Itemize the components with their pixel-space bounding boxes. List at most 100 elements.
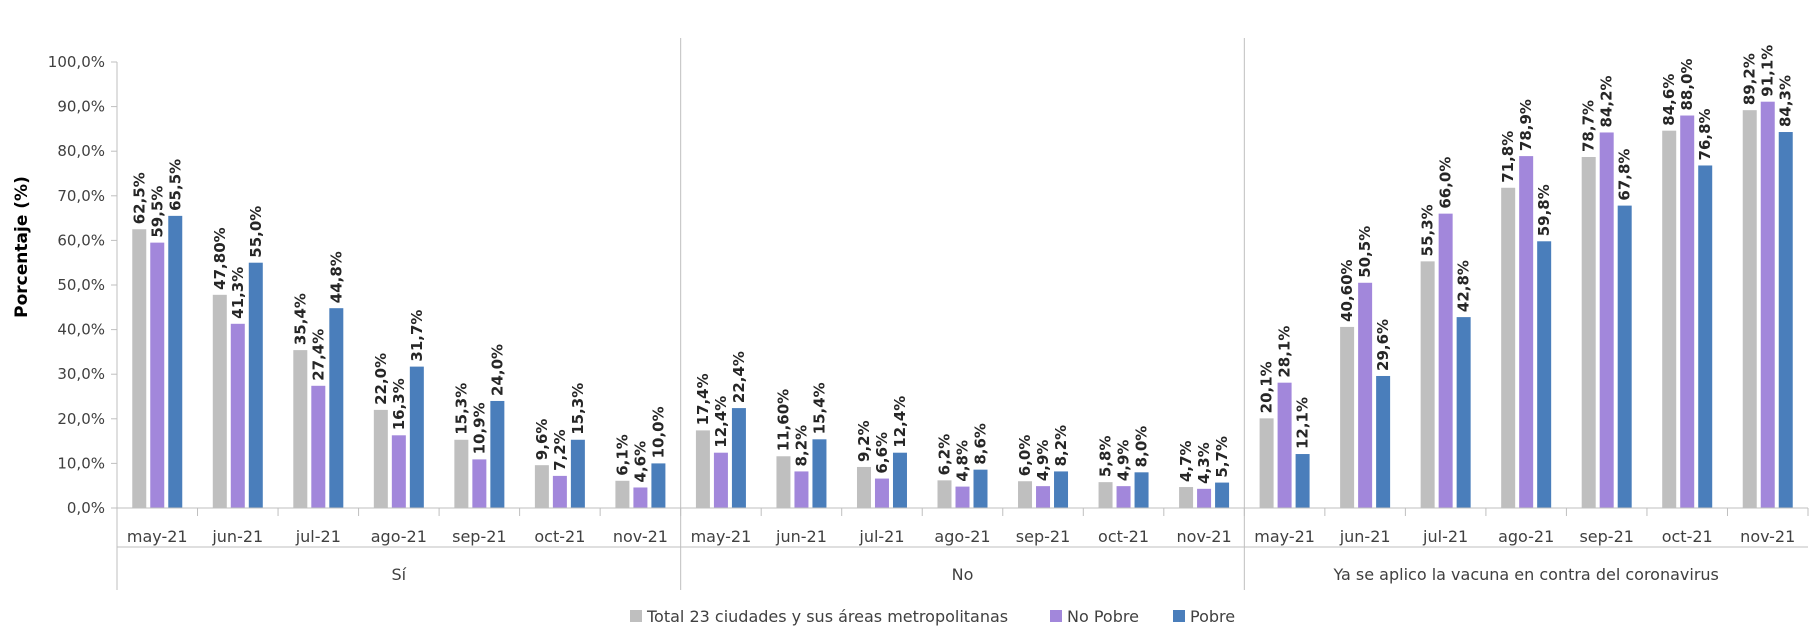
bar xyxy=(1680,115,1695,509)
y-tick-label: 80,0% xyxy=(57,142,105,160)
bar xyxy=(373,409,388,508)
legend-swatch xyxy=(1173,610,1185,622)
x-category-label: nov-21 xyxy=(1740,527,1795,546)
data-label: 35,4% xyxy=(291,293,309,345)
bar xyxy=(534,465,549,508)
data-label: 4,7% xyxy=(1177,440,1195,482)
bar xyxy=(651,463,666,508)
data-label: 24,0% xyxy=(488,344,506,396)
bars xyxy=(132,101,1793,509)
x-category-label: jul-21 xyxy=(858,527,904,546)
data-label: 8,2% xyxy=(1052,425,1070,467)
bar xyxy=(1116,486,1131,508)
data-label: 9,6% xyxy=(533,419,551,461)
data-label: 7,2% xyxy=(551,429,569,471)
bar xyxy=(570,439,585,508)
data-label: 67,8% xyxy=(1616,149,1634,201)
bar xyxy=(212,294,227,508)
data-label: 40,60% xyxy=(1338,259,1356,321)
x-category-label: sep-21 xyxy=(1579,527,1633,546)
x-category-label: nov-21 xyxy=(613,527,668,546)
data-label: 88,0% xyxy=(1678,58,1696,110)
data-label: 12,4% xyxy=(712,396,730,448)
x-category-label: ago-21 xyxy=(934,527,990,546)
bar xyxy=(731,408,746,508)
data-label: 9,2% xyxy=(855,420,873,462)
x-category-label: jun-21 xyxy=(211,527,263,546)
data-label: 6,0% xyxy=(1016,435,1034,477)
data-labels: 62,5% 59,5%65,5% 47,80%41,3%55,0% 35,4%27,4… xyxy=(130,45,1794,484)
x-category-label: oct-21 xyxy=(534,527,585,546)
data-label: 44,8% xyxy=(327,251,345,303)
bar xyxy=(1662,130,1677,508)
data-label: 11,60% xyxy=(774,389,792,451)
x-category-label: may-21 xyxy=(1254,527,1315,546)
bar xyxy=(472,459,487,508)
bar xyxy=(409,366,424,508)
x-category-label: jun-21 xyxy=(775,527,827,546)
x-category-label: oct-21 xyxy=(1098,527,1149,546)
data-label: 42,8% xyxy=(1455,260,1473,312)
x-category-label: may-21 xyxy=(691,527,752,546)
bar xyxy=(168,215,183,508)
data-label: 78,9% xyxy=(1517,99,1535,151)
group-separators xyxy=(680,38,1245,590)
data-label: 66,0% xyxy=(1437,157,1455,209)
data-label: 16,3% xyxy=(390,378,408,430)
x-category-label: jun-21 xyxy=(1339,527,1391,546)
data-label: 47,80% xyxy=(211,227,229,289)
x-category-label: oct-21 xyxy=(1662,527,1713,546)
group-label: Sí xyxy=(392,565,407,584)
data-label: 59,8% xyxy=(1535,184,1553,236)
legend: Total 23 ciudades y sus áreas metropolit… xyxy=(630,607,1235,626)
data-label: 78,7% xyxy=(1580,100,1598,152)
data-label: 55,3% xyxy=(1419,204,1437,256)
data-label: 62,5% xyxy=(130,172,148,224)
bar xyxy=(391,435,406,508)
bar xyxy=(1519,156,1534,508)
data-label: 22,4% xyxy=(730,351,748,403)
bar xyxy=(1215,482,1230,508)
data-label: 22,0% xyxy=(372,353,390,405)
data-label: 55,0% xyxy=(247,206,265,258)
bar xyxy=(1438,213,1453,508)
bar xyxy=(1179,487,1194,508)
data-label: 71,8% xyxy=(1499,131,1517,183)
data-label: 4,9% xyxy=(1034,440,1052,482)
data-label: 12,1% xyxy=(1294,397,1312,449)
y-tick-label: 10,0% xyxy=(57,454,105,472)
bar xyxy=(132,229,147,508)
bar xyxy=(1617,205,1632,508)
data-label: 59,5% xyxy=(148,186,166,238)
data-label: 91,1% xyxy=(1759,45,1777,97)
bar xyxy=(1599,132,1614,508)
data-label: 15,4% xyxy=(810,382,828,434)
bar xyxy=(248,262,263,508)
data-label: 27,4% xyxy=(309,329,327,381)
legend-swatch xyxy=(1050,610,1062,622)
data-label: 8,6% xyxy=(972,423,990,465)
x-category-label: jul-21 xyxy=(1422,527,1468,546)
data-label: 10,0% xyxy=(649,406,667,458)
bar xyxy=(1018,481,1033,508)
bar xyxy=(1456,317,1471,508)
bar xyxy=(973,469,988,508)
bar xyxy=(1581,156,1596,509)
y-tick-label: 100,0% xyxy=(48,53,105,71)
data-label: 5,7% xyxy=(1213,436,1231,478)
bar xyxy=(1420,261,1435,508)
data-label: 20,1% xyxy=(1258,361,1276,413)
y-tick-label: 30,0% xyxy=(57,365,105,383)
bar xyxy=(713,452,728,508)
group-label: No xyxy=(952,565,974,584)
data-label: 28,1% xyxy=(1276,326,1294,378)
bar xyxy=(892,452,907,508)
bar xyxy=(329,308,344,508)
data-label: 15,3% xyxy=(452,383,470,435)
bar xyxy=(1259,418,1274,508)
data-label: 12,4% xyxy=(891,396,909,448)
bar xyxy=(1376,375,1391,508)
y-axis: 0,0% 10,0% 20,0% 30,0% 40,0% 50,0% 60,0% 70,0% 8… xyxy=(48,53,118,517)
data-label: 50,5% xyxy=(1356,226,1374,278)
bar xyxy=(615,480,630,508)
